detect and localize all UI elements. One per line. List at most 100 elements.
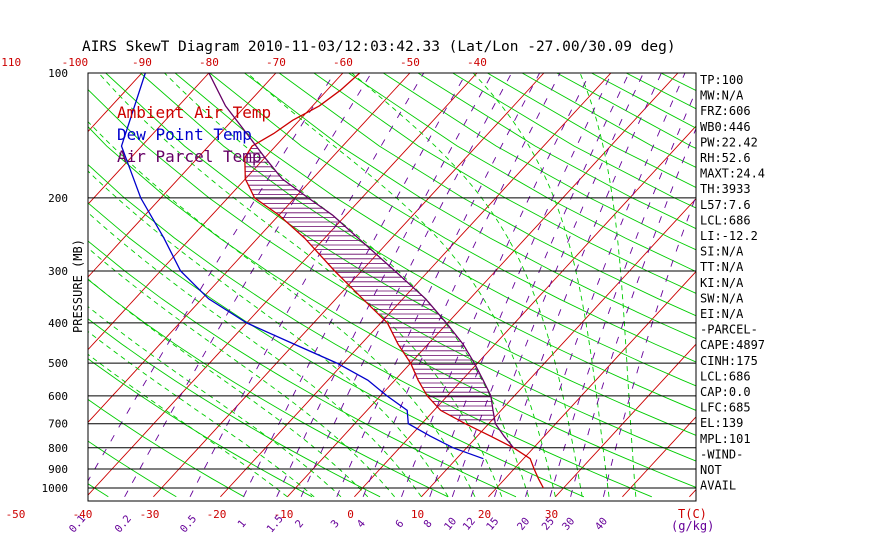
- moist-adiabat-line: [98, 73, 503, 497]
- mixing-ratio-line: [429, 73, 613, 497]
- dry-adiabat-line: [278, 73, 696, 317]
- plot-frame: [87, 72, 697, 502]
- top-temperature-tick-label: -110: [0, 56, 21, 69]
- mixing-ratio-tick-label: 6: [393, 518, 406, 531]
- mixing-ratio-lines: [88, 73, 696, 498]
- ambient-air-temp-line: [244, 73, 544, 489]
- pressure-tick-label: 900: [48, 463, 68, 476]
- sounding-index: EL:139: [700, 416, 743, 430]
- isotherm-line: [622, 416, 696, 498]
- mixing-ratio-unit-label: (g/kg): [671, 519, 714, 533]
- mixing-ratio-line: [570, 127, 696, 497]
- dry-adiabat-line: [382, 73, 696, 251]
- sounding-index: MPL:101: [700, 432, 751, 446]
- dry-adiabat-line: [417, 73, 696, 230]
- dry-adiabat-line: [88, 440, 177, 498]
- dew-point-temp-line: [120, 73, 484, 460]
- isotherm-line: [88, 73, 411, 423]
- mixing-ratio-tick-label: 4: [355, 518, 368, 531]
- isotherm-line: [354, 125, 696, 498]
- top-temperature-tick-label: -70: [266, 56, 286, 69]
- isotherm-line: [88, 73, 478, 496]
- sounding-index: LCL:686: [700, 213, 751, 227]
- sounding-index: KI:N/A: [700, 276, 744, 290]
- dry-adiabat-line: [747, 64, 870, 497]
- sounding-index: L57:7.6: [700, 198, 751, 212]
- isotherm-line: [555, 343, 696, 498]
- sounding-index: TP:100: [700, 73, 743, 87]
- mixing-ratio-tick-label: 8: [421, 518, 434, 531]
- pressure-tick-label: 500: [48, 357, 68, 370]
- dry-adiabat-line: [88, 202, 585, 498]
- moist-adiabat-line: [247, 73, 556, 497]
- sounding-index: EI:N/A: [700, 307, 744, 321]
- sounding-index: PW:22.42: [700, 135, 758, 149]
- sounding-index: AVAIL: [700, 479, 736, 493]
- top-temperature-tick-label: -80: [199, 56, 219, 69]
- legend: Ambient Air Temp Dew Point Temp Air Parcel…: [117, 103, 271, 166]
- sounding-index: CAPE:4897: [700, 338, 765, 352]
- sounding-index: NOT: [700, 463, 722, 477]
- moist-adiabat-line: [472, 73, 610, 497]
- sounding-index: -PARCEL-: [700, 323, 758, 337]
- isotherm-line: [153, 73, 545, 498]
- bottom-temperature-tick-label: -50: [6, 508, 26, 521]
- pressure-tick-label: 200: [48, 192, 68, 205]
- sounding-index: LCL:686: [700, 369, 751, 383]
- dry-adiabat-line: [313, 73, 696, 294]
- legend-entry: Air Parcel Temp: [117, 147, 262, 166]
- legend-entry: Dew Point Temp: [117, 125, 252, 144]
- mixing-ratio-line: [124, 73, 372, 498]
- dry-adiabat-line: [88, 398, 245, 498]
- dry-adiabat-lines: [88, 64, 870, 498]
- mixing-ratio-tick-label: 0.5: [178, 513, 199, 535]
- isotherm-line: [488, 270, 696, 498]
- dry-adiabat-line: [243, 73, 696, 340]
- top-temperature-tick-label: -40: [467, 56, 487, 69]
- moist-adiabat-lines: [88, 73, 637, 498]
- dry-adiabat-line: [88, 164, 652, 498]
- dry-adiabat-line: [347, 73, 696, 273]
- mixing-ratio-line: [362, 73, 561, 497]
- pressure-tick-label: 800: [48, 442, 68, 455]
- bottom-temperature-tick-label: 30: [545, 508, 558, 521]
- top-temperature-tick-label: -90: [132, 56, 152, 69]
- isotherm-line: [0, 64, 16, 497]
- moist-adiabat-line: [88, 353, 288, 498]
- sounding-index: WB0:446: [700, 120, 751, 134]
- mixing-ratio-tick-label: 40: [593, 515, 610, 532]
- bottom-temperature-tick-labels: -50 -40 -30 -20 -10 0 10 20 30: [6, 508, 559, 521]
- moist-adiabat-line: [164, 73, 530, 497]
- mixing-ratio-tick-label: 0.2: [113, 513, 134, 535]
- top-temperature-tick-label: -60: [333, 56, 353, 69]
- top-temperature-tick-label: -50: [400, 56, 420, 69]
- dry-adiabat-line: [88, 126, 696, 488]
- bottom-temperature-tick-label: -40: [73, 508, 93, 521]
- mixing-ratio-tick-label: 12: [461, 515, 478, 532]
- bottom-temperature-tick-label: -20: [207, 508, 227, 521]
- mixing-ratio-tick-label: 10: [442, 515, 459, 532]
- mixing-ratio-line: [451, 73, 630, 497]
- moist-adiabat-line: [88, 212, 422, 498]
- top-temperature-tick-label: -100: [62, 56, 89, 69]
- dry-adiabat-line: [88, 240, 517, 498]
- dry-adiabat-line: [88, 483, 109, 498]
- pressure-tick-label: 1000: [42, 482, 69, 495]
- mixing-ratio-tick-label: 2: [293, 518, 306, 531]
- sounding-index: SI:N/A: [700, 245, 744, 259]
- legend-entry: Ambient Air Temp: [117, 103, 271, 122]
- temperature-unit-label: T(C): [678, 507, 707, 521]
- dry-adiabat-line: [209, 73, 696, 363]
- moist-adiabat-line: [88, 330, 315, 498]
- sounding-index: MW:N/A: [700, 89, 744, 103]
- dry-adiabat-line: [105, 73, 696, 436]
- dry-adiabat-line: [88, 278, 449, 498]
- sounding-index: -WIND-: [700, 447, 743, 461]
- bottom-temperature-tick-label: -10: [274, 508, 294, 521]
- isotherm-line: [421, 198, 696, 498]
- mixing-ratio-tick-label: 1: [235, 518, 248, 531]
- isotherm-line: [220, 73, 612, 498]
- air-parcel-temp-line: [208, 73, 515, 449]
